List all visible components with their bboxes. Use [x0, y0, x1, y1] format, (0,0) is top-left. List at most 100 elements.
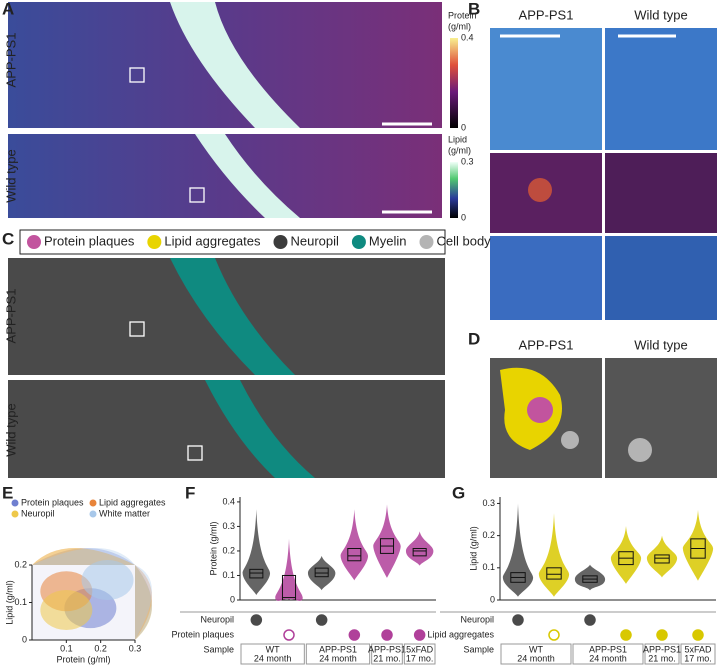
panel-c-images	[8, 229, 446, 478]
x-tick-label: 0.3	[129, 643, 142, 653]
panel-label: B	[468, 0, 480, 18]
legend-label: Lipid aggregates	[99, 497, 166, 507]
panel-label: G	[452, 483, 465, 502]
legend-label: Protein plaques	[44, 233, 135, 248]
y-axis-label: Lipid (g/ml)	[468, 526, 478, 571]
x-tick-label: 0.2	[94, 643, 107, 653]
legend-swatch	[11, 510, 19, 518]
legend-label: Protein plaques	[21, 497, 84, 507]
violin	[646, 535, 678, 578]
row-label: Neuropil	[200, 614, 234, 624]
colorbar-title: Lipid	[448, 134, 467, 144]
marker	[548, 629, 560, 641]
sample-label: 5xFAD	[406, 644, 434, 654]
density-blob	[40, 590, 93, 630]
marker	[656, 629, 668, 641]
panel-a-images	[8, 2, 458, 218]
sample-cell	[403, 643, 436, 665]
y-tick-label: 0.1	[14, 597, 27, 607]
violin	[340, 509, 369, 581]
legend-swatch	[89, 510, 97, 518]
violin	[275, 538, 303, 601]
box	[314, 567, 329, 578]
y-tick-label: 0.1	[482, 562, 495, 572]
colorbar-unit: (g/ml)	[448, 145, 471, 155]
violin	[373, 504, 401, 578]
panel-label: A	[2, 0, 14, 18]
sample-sub: 24 month	[319, 653, 357, 663]
violin	[574, 564, 606, 591]
sample-sub: 21 mo.	[648, 653, 676, 663]
sample-cell	[305, 643, 371, 665]
y-axis-label: Lipid (g/ml)	[4, 580, 14, 625]
row-label: Neuropil	[460, 614, 494, 624]
marker	[692, 629, 704, 641]
sample-sub: 24 month	[517, 653, 555, 663]
marker	[250, 614, 263, 626]
y-tick-label: 0	[22, 634, 27, 644]
box	[249, 568, 264, 579]
marginal-y	[135, 565, 152, 640]
x-tick-label: 0.1	[60, 643, 73, 653]
row-label: Sample	[203, 644, 234, 654]
sample-label: APP-PS1	[643, 644, 681, 654]
marker	[315, 614, 328, 626]
row-label: Lipid aggregates	[427, 629, 494, 639]
legend-label: Neuropil	[21, 508, 55, 518]
marginal-y	[135, 565, 152, 640]
marker	[283, 629, 295, 641]
row-label: Wild type	[3, 149, 18, 202]
column-label: Wild type	[634, 337, 687, 352]
sample-sub: 24 month	[254, 653, 292, 663]
colorbar-tick-label: 0	[461, 122, 466, 132]
violin	[682, 509, 714, 581]
box	[546, 567, 562, 580]
marker	[348, 629, 361, 641]
colorbar-unit: (g/ml)	[448, 21, 471, 31]
row-label: Wild type	[3, 403, 18, 456]
sample-label: WT	[266, 644, 280, 654]
y-axis-label: Protein (g/ml)	[208, 521, 218, 575]
sample-sub: 24 month	[589, 653, 627, 663]
sample-label: APP-PS1	[368, 644, 406, 654]
column-label: Wild type	[634, 7, 687, 22]
y-tick-label: 0.1	[222, 570, 235, 580]
row-label: APP-PS1	[3, 289, 18, 344]
sample-cell	[644, 643, 680, 665]
column-label: APP-PS1	[519, 7, 574, 22]
panel-label: E	[2, 483, 13, 502]
sample-sub: 21 mo.	[373, 653, 401, 663]
marginal-y	[135, 565, 152, 640]
panel-label: F	[185, 483, 195, 502]
sample-label: APP-PS1	[589, 644, 627, 654]
y-tick-label: 0.4	[222, 496, 235, 506]
sample-label: 5xFAD	[684, 644, 712, 654]
x-axis-label: Protein (g/ml)	[56, 654, 110, 664]
row-label: APP-PS1	[3, 33, 18, 88]
box	[412, 548, 427, 557]
legend-swatch	[89, 499, 97, 507]
box	[654, 554, 670, 564]
row-label: Protein plaques	[171, 629, 234, 639]
density-blob	[81, 560, 134, 600]
marker	[620, 629, 632, 641]
y-tick-label: 0.2	[482, 530, 495, 540]
box	[347, 548, 362, 562]
row-label: Sample	[463, 644, 494, 654]
panel-label: D	[468, 329, 480, 348]
legend-swatch	[351, 235, 366, 249]
marker	[512, 614, 524, 626]
violin	[242, 509, 271, 596]
colorbar-title: Protein	[448, 10, 477, 20]
marker	[381, 629, 393, 641]
y-tick-label: 0.3	[482, 498, 495, 508]
sample-cell	[572, 643, 644, 665]
legend-label: Cell body	[436, 233, 491, 248]
legend-label: White matter	[99, 508, 150, 518]
violin	[610, 525, 642, 584]
marker	[584, 614, 596, 626]
y-tick-label: 0.3	[222, 521, 235, 531]
box	[281, 574, 297, 601]
legend-label: Myelin	[369, 233, 407, 248]
